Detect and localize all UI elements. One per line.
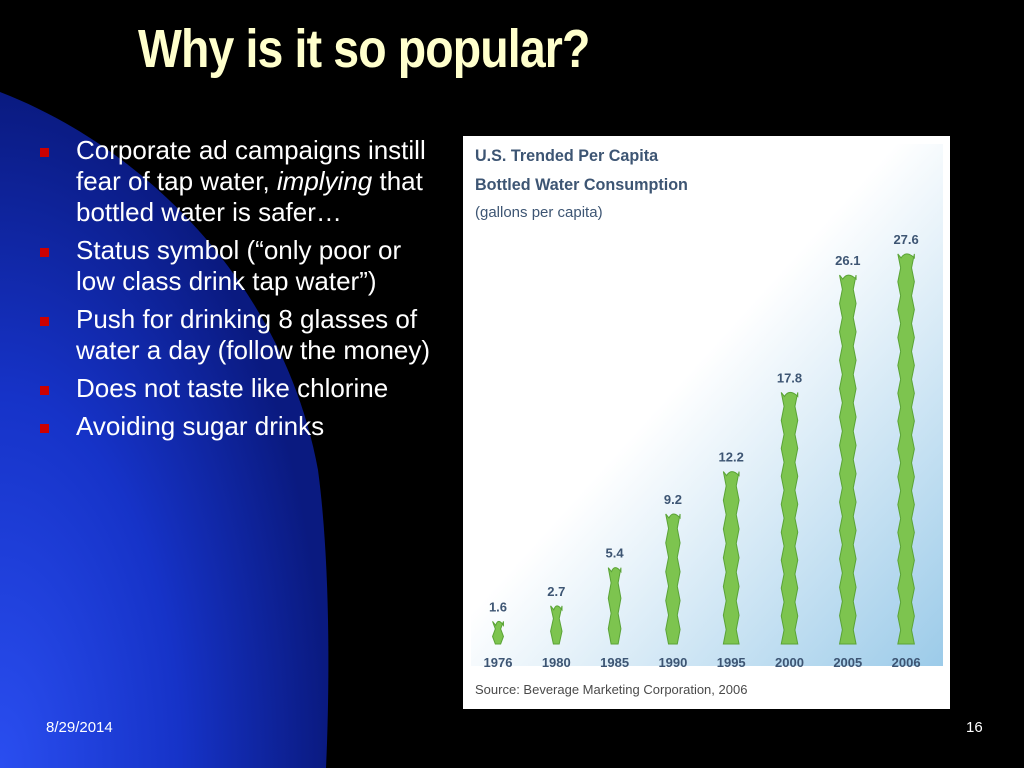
- bar-1995: [722, 471, 740, 645]
- value-label-1995: 12.2: [719, 450, 744, 465]
- bullet-item: Corporate ad campaigns instill fear of t…: [40, 135, 440, 228]
- bullet-list: Corporate ad campaigns instill fear of t…: [40, 135, 440, 449]
- bullet-text: Avoiding sugar drinks: [76, 411, 325, 441]
- bullet-marker-icon: [40, 248, 49, 257]
- plot-area: [471, 144, 943, 666]
- bullet-item: Avoiding sugar drinks: [40, 411, 440, 442]
- bullet-marker-icon: [40, 148, 49, 157]
- bar-2006: [897, 253, 915, 645]
- chart-title-line-1: U.S. Trended Per Capita: [475, 146, 659, 165]
- slide-title: Why is it so popular?: [138, 19, 590, 79]
- category-label-1976: 1976: [484, 655, 513, 670]
- bullet-text: Does not taste like chlorine: [76, 373, 389, 403]
- chart-source: Source: Beverage Marketing Corporation, …: [475, 682, 748, 697]
- bullet-item: Status symbol (“only poor or low class d…: [40, 235, 440, 297]
- category-label-2006: 2006: [892, 655, 921, 670]
- bar-2000: [780, 391, 799, 645]
- value-label-1990: 9.2: [664, 492, 682, 507]
- category-label-1995: 1995: [717, 655, 746, 670]
- category-label-1985: 1985: [600, 655, 629, 670]
- bullet-text: Push for drinking 8 glasses of water a d…: [76, 304, 431, 365]
- category-label-2000: 2000: [775, 655, 804, 670]
- bullet-emphasis: implying: [276, 166, 373, 196]
- bullet-text: Status symbol (“only poor or low class d…: [76, 235, 402, 296]
- bullet-marker-icon: [40, 424, 49, 433]
- bullet-marker-icon: [40, 386, 49, 395]
- bullet-item: Push for drinking 8 glasses of water a d…: [40, 304, 440, 366]
- value-label-2006: 27.6: [893, 232, 918, 247]
- bar-2005: [838, 274, 857, 645]
- chart-card: 1.6 2.7 5.4 9.2 12.2 17.8 26.1 27.6 1976 1980 198…: [463, 136, 950, 709]
- value-label-1980: 2.7: [547, 584, 565, 599]
- value-labels-layer: 1.6 2.7 5.4 9.2 12.2 17.8 26.1 27.6: [489, 232, 919, 614]
- category-labels-layer: 1976 1980 1985 1990 1995 2000 2005 2006: [484, 655, 921, 670]
- bullet-text: Corporate ad campaigns instill fear of t…: [76, 135, 426, 196]
- bullet-text-end: that bottled water is safer…: [76, 166, 423, 227]
- bars-layer: [492, 253, 915, 645]
- value-label-1985: 5.4: [606, 546, 625, 561]
- value-label-1976: 1.6: [489, 599, 507, 614]
- slide-date: 8/29/2014: [46, 719, 113, 736]
- chart-title-line-2: Bottled Water Consumption: [475, 175, 688, 194]
- value-label-2000: 17.8: [777, 370, 802, 385]
- category-label-1980: 1980: [542, 655, 571, 670]
- category-label-2005: 2005: [833, 655, 862, 670]
- bar-chart: 1.6 2.7 5.4 9.2 12.2 17.8 26.1 27.6 1976 1980 198…: [471, 144, 943, 670]
- bar-1980: [550, 605, 563, 645]
- bar-1990: [665, 513, 681, 645]
- bar-1985: [607, 567, 622, 645]
- chart-subtitle: (gallons per capita): [475, 204, 603, 221]
- bullet-marker-icon: [40, 317, 49, 326]
- category-label-1990: 1990: [658, 655, 687, 670]
- slide-number: 16: [966, 719, 983, 736]
- bullet-item: Does not taste like chlorine: [40, 373, 440, 404]
- bar-1976: [492, 620, 504, 645]
- value-label-2005: 26.1: [835, 253, 860, 268]
